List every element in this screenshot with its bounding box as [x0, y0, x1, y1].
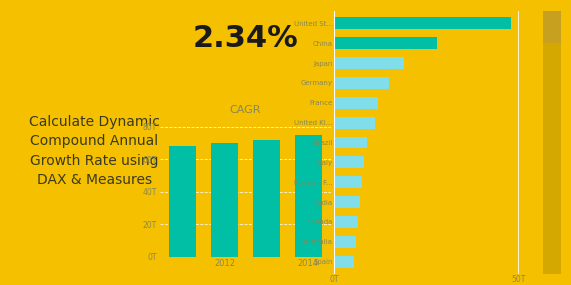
Bar: [334, 117, 375, 129]
Text: Calculate Dynamic
Compound Annual
Growth Rate using
DAX & Measures: Calculate Dynamic Compound Annual Growth…: [29, 115, 160, 187]
Bar: [295, 135, 322, 256]
Bar: [169, 146, 196, 256]
Bar: [334, 236, 356, 248]
Bar: [334, 256, 354, 268]
Bar: [334, 97, 378, 109]
Bar: [334, 137, 367, 148]
Bar: [334, 216, 358, 228]
Text: CAGR: CAGR: [230, 105, 262, 115]
Bar: [544, 11, 561, 274]
Bar: [334, 196, 360, 208]
Bar: [334, 57, 404, 69]
Bar: [211, 143, 238, 256]
Text: 2.34%: 2.34%: [192, 24, 299, 53]
Bar: [253, 140, 280, 256]
Bar: [334, 77, 389, 89]
Bar: [334, 176, 361, 188]
Bar: [544, 11, 561, 43]
Bar: [334, 37, 437, 49]
Bar: [334, 17, 511, 29]
Bar: [334, 156, 364, 168]
